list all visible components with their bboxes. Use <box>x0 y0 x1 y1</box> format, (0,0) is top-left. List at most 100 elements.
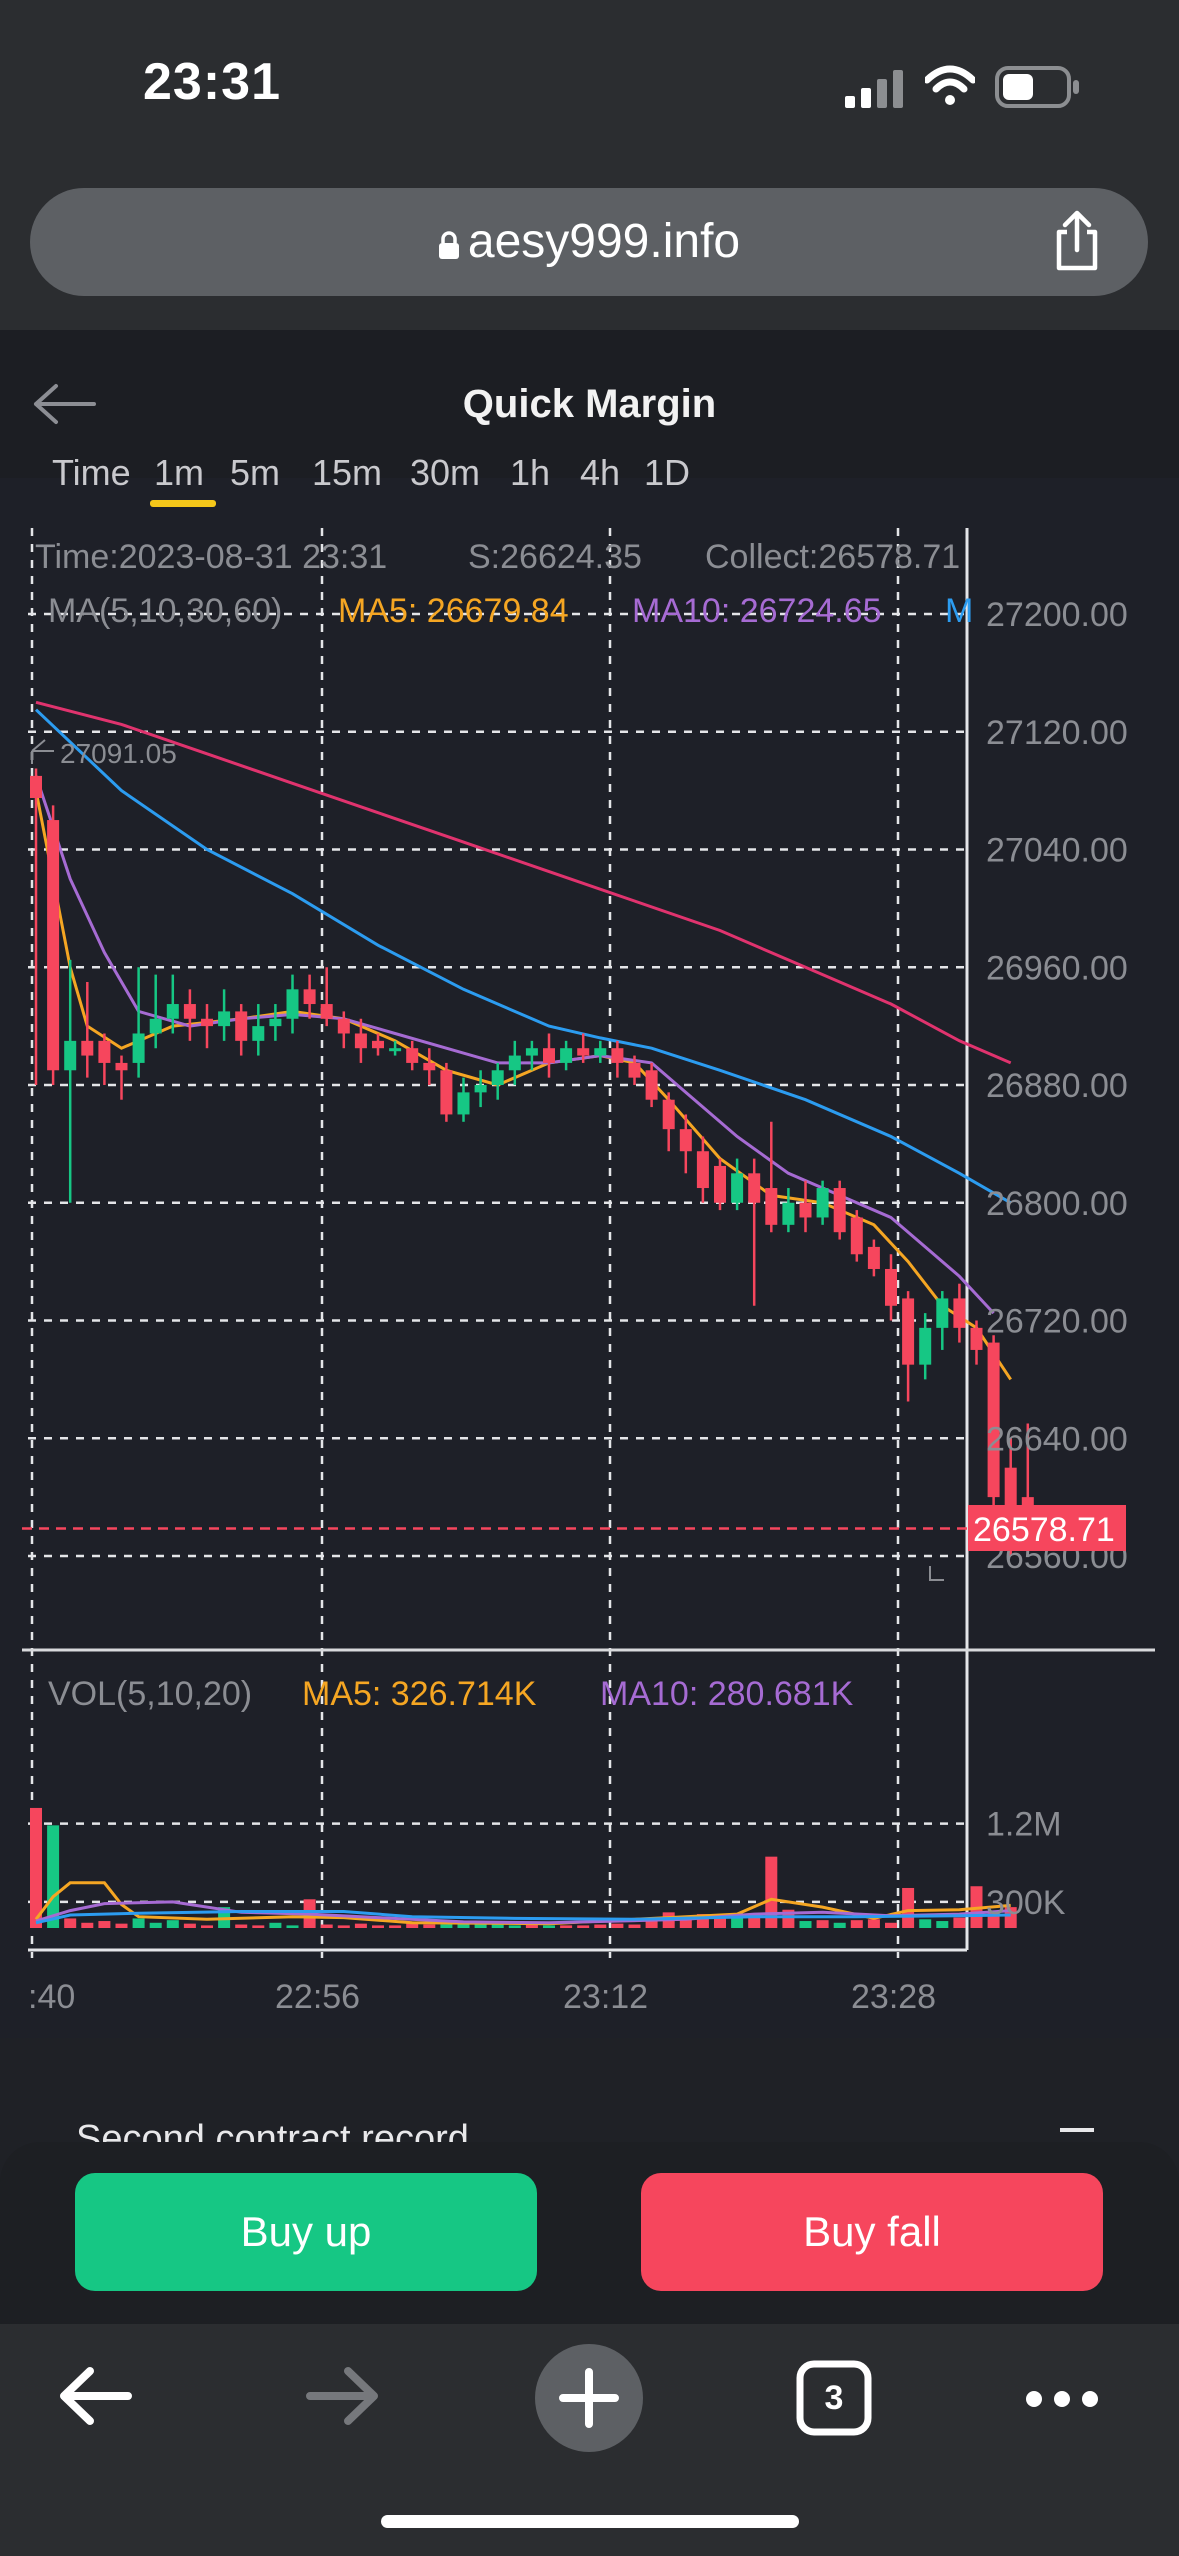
volume-bars <box>30 1807 1017 1928</box>
cellular-signal-icon <box>845 70 903 108</box>
volume-ma-line-ma10 <box>35 1900 1011 1925</box>
share-icon[interactable] <box>1051 210 1103 272</box>
tab-4h[interactable]: 4h <box>580 452 621 492</box>
vol-ma10-legend: MA10: 280.681K <box>600 1675 854 1713</box>
volume-bar <box>645 1921 658 1928</box>
candle-body <box>457 1092 470 1115</box>
ma-line-ma10 <box>34 775 995 1315</box>
candle-body <box>628 1062 641 1078</box>
volume-bar <box>183 1923 196 1928</box>
tab-1m[interactable]: 1m <box>154 452 205 492</box>
candle-body <box>201 1018 213 1027</box>
url-text: aesy999.info <box>467 215 741 268</box>
ma-legend-label: MA(5,10,30,60) <box>48 592 282 630</box>
volume-bar <box>765 1856 778 1928</box>
tab-1d[interactable]: 1D <box>644 452 691 492</box>
back-arrow-icon[interactable] <box>32 382 98 426</box>
candle-body <box>679 1129 692 1152</box>
tab-count: 3 <box>824 2379 844 2417</box>
moving-average-lines <box>34 700 1012 1381</box>
status-bar: 23:31 <box>0 0 1179 170</box>
tab-15m[interactable]: 15m <box>312 452 383 492</box>
candle-body <box>269 1018 282 1027</box>
info-collect: Collect:26578.71 <box>705 538 960 576</box>
volume-axis-labels: 1.2M 300K <box>986 1806 1066 1922</box>
candle-body <box>816 1188 829 1218</box>
tab-time[interactable]: Time <box>52 452 131 492</box>
volume-bar <box>1004 1907 1017 1928</box>
more-icon[interactable] <box>1024 2384 1100 2414</box>
candlestick-chart[interactable]: 27200.00 27120.00 27040.00 26960.00 26880.00… <box>0 478 1179 2038</box>
volume-bar <box>885 1922 897 1928</box>
candle-body <box>662 1099 675 1130</box>
low-marker <box>929 1566 944 1581</box>
candle-body <box>303 989 316 1005</box>
high-marker: 27091.05 <box>31 738 177 769</box>
candle-body <box>423 1062 436 1071</box>
volume-ma-line-ma20 <box>35 1910 1011 1925</box>
tab-1h[interactable]: 1h <box>510 452 551 492</box>
new-tab-icon[interactable] <box>535 2344 643 2452</box>
tab-30m[interactable]: 30m <box>410 452 481 492</box>
candle-body <box>594 1048 607 1056</box>
volume-bar <box>149 1922 162 1928</box>
candle-body <box>748 1173 761 1203</box>
volume-tick-label: 1.2M <box>986 1806 1062 1844</box>
candle-body <box>166 1004 179 1019</box>
collapse-icon[interactable] <box>1060 2128 1094 2132</box>
volume-bar <box>850 1920 863 1928</box>
volume-bar <box>269 1922 282 1928</box>
address-bar[interactable]: aesy999.info <box>30 188 1148 296</box>
candle-body <box>696 1151 709 1189</box>
wifi-icon <box>925 65 975 105</box>
tabs-icon[interactable] <box>796 2360 872 2436</box>
candle-body <box>508 1055 521 1071</box>
current-price-value: 26578.71 <box>973 1511 1115 1549</box>
price-tick-label: 26720.00 <box>986 1303 1128 1341</box>
candle-body <box>714 1165 726 1203</box>
candle-body <box>953 1298 966 1328</box>
volume-bar <box>389 1925 402 1928</box>
volume-bar <box>491 1924 504 1928</box>
browser-forward-icon[interactable] <box>304 2364 380 2428</box>
tab-5m[interactable]: 5m <box>230 452 281 492</box>
browser-back-icon[interactable] <box>58 2364 134 2428</box>
candle-body <box>47 820 60 1071</box>
volume-bar <box>81 1922 94 1928</box>
volume-bar <box>320 1924 333 1928</box>
candle-body <box>320 1004 333 1019</box>
candle-body <box>902 1298 915 1365</box>
candle-body <box>850 1217 863 1255</box>
high-marker-value: 27091.05 <box>60 738 177 769</box>
price-tick-label: 26800.00 <box>986 1185 1128 1223</box>
volume-ma-line-ma5 <box>34 1881 1011 1926</box>
volume-bar <box>525 1924 538 1928</box>
buy-up-button[interactable]: Buy up <box>75 2173 537 2291</box>
info-time: Time:2023-08-31 23:31 <box>35 538 387 576</box>
candle-body <box>252 1026 265 1041</box>
volume-bar <box>354 1923 367 1928</box>
volume-bar <box>132 1918 145 1928</box>
candle-body <box>235 1011 248 1041</box>
candle-body <box>919 1327 932 1365</box>
candle-body <box>218 1011 231 1027</box>
volume-bar <box>30 1807 42 1928</box>
price-tick-label: 26960.00 <box>986 949 1128 987</box>
volume-bar <box>286 1925 299 1928</box>
volume-bar <box>833 1922 846 1928</box>
candle-body <box>98 1040 111 1063</box>
candle-body <box>389 1048 402 1052</box>
volume-bar <box>508 1925 521 1928</box>
candle-body <box>765 1188 778 1225</box>
volume-bar <box>867 1919 880 1928</box>
volume-bar <box>953 1917 966 1928</box>
ma-more-legend: M <box>945 592 973 630</box>
candle-body <box>645 1070 658 1100</box>
buy-fall-button[interactable]: Buy fall <box>641 2173 1103 2291</box>
candle-body <box>372 1040 384 1049</box>
candle-body <box>936 1298 949 1328</box>
ma-line-ma30 <box>34 708 1012 1205</box>
volume-bar <box>337 1925 350 1928</box>
time-tick-label: 23:12 <box>563 1978 648 2016</box>
candle-body <box>885 1268 897 1306</box>
